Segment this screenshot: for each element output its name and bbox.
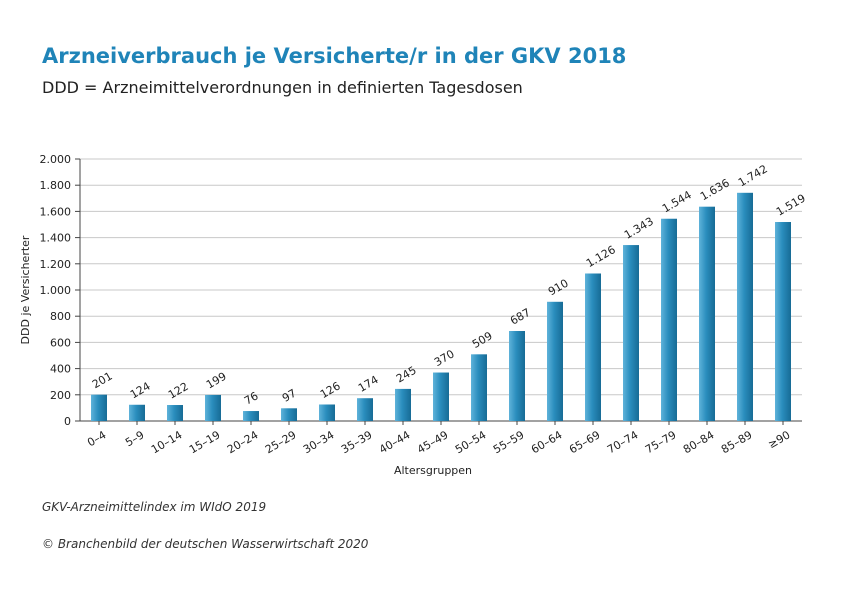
bar [167, 405, 183, 421]
bar [433, 372, 449, 421]
bar [585, 273, 601, 421]
x-tick-label: 55–59 [491, 428, 527, 456]
bar [91, 394, 107, 421]
x-tick-label: 30–34 [301, 428, 337, 456]
y-axis-label: DDD je Versicherter [19, 235, 32, 344]
x-tick-label: ≥90 [766, 428, 793, 451]
data-label: 126 [318, 379, 343, 401]
data-label: 201 [90, 370, 115, 392]
y-tick-label: 800 [50, 310, 71, 323]
bar [661, 218, 677, 421]
y-tick-label: 1.400 [40, 232, 72, 245]
y-tick-label: 200 [50, 389, 71, 402]
data-label: 509 [470, 329, 495, 351]
x-tick-label: 10–14 [149, 428, 185, 456]
bar [471, 354, 487, 421]
bar [699, 206, 715, 421]
bar [737, 192, 753, 421]
y-tick-label: 1.000 [40, 284, 72, 297]
x-tick-label: 65–69 [567, 428, 603, 456]
bar [509, 331, 525, 421]
x-tick-label: 80–84 [681, 428, 717, 456]
x-axis: 0–4 5–9 10–14 15–19 20–24 25–29 30–34 35–39 40–4… [85, 421, 793, 456]
bar [281, 408, 297, 421]
data-label: 199 [204, 370, 229, 392]
x-tick-label: 25–29 [263, 428, 299, 456]
y-tick-label: 2.000 [40, 153, 72, 166]
x-tick-label: 15–19 [187, 428, 223, 456]
x-tick-label: 60–64 [529, 428, 565, 456]
bar [319, 404, 335, 421]
y-tick-label: 1.600 [40, 205, 72, 218]
y-tick-label: 1.800 [40, 179, 72, 192]
data-label: 1.126 [584, 243, 618, 270]
source-note: GKV-Arzneimittelindex im WIdO 2019 [42, 500, 267, 514]
x-tick-label: 70–74 [605, 428, 641, 456]
bar [129, 404, 145, 421]
data-label: 122 [166, 380, 191, 402]
data-label: 687 [508, 306, 533, 328]
data-label: 174 [356, 373, 381, 395]
data-label: 1.519 [774, 192, 808, 219]
y-axis: 0 200 400 600 800 1.000 1.200 1.400 1.600 1.800 2.… [40, 153, 81, 428]
x-tick-label: 20–24 [225, 428, 261, 456]
data-label: 370 [432, 347, 457, 369]
data-label: 910 [546, 277, 571, 299]
x-tick-label: 0–4 [85, 428, 108, 449]
bar [775, 222, 791, 421]
bar [395, 388, 411, 421]
x-tick-label: 50–54 [453, 428, 489, 456]
chart-title: Arzneiverbrauch je Versicherte/r in der … [42, 44, 627, 68]
y-tick-label: 1.200 [40, 258, 72, 271]
data-label: 76 [242, 389, 261, 407]
x-tick-label: 40–44 [377, 428, 413, 456]
y-tick-label: 600 [50, 336, 71, 349]
bar [243, 411, 259, 421]
x-tick-label: 45–49 [415, 428, 451, 456]
x-tick-label: 75–79 [643, 428, 679, 456]
data-label: 97 [280, 387, 299, 405]
y-tick-label: 400 [50, 363, 71, 376]
bar [547, 301, 563, 421]
chart-subtitle: DDD = Arzneimittelverordnungen in defini… [42, 78, 523, 97]
data-label: 1.636 [698, 176, 732, 203]
x-tick-label: 35–39 [339, 428, 375, 456]
bar [623, 245, 639, 421]
bars [91, 192, 791, 421]
x-axis-label: Altersgruppen [394, 464, 472, 477]
copyright-note: © Branchenbild der deutschen Wasserwirts… [42, 537, 369, 551]
data-label: 124 [128, 380, 153, 402]
bar [357, 398, 373, 421]
x-tick-label: 5–9 [123, 428, 146, 449]
data-label: 245 [394, 364, 419, 386]
y-tick-label: 0 [64, 415, 71, 428]
x-tick-label: 85–89 [719, 428, 755, 456]
bar [205, 394, 221, 421]
